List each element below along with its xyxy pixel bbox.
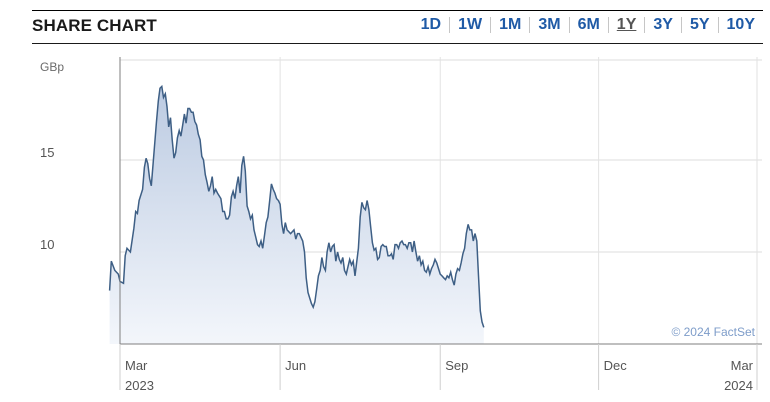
x-axis-ticks: Mar 2023 Jun Sep Dec Mar 2024 <box>119 344 758 393</box>
y-tick-label: 10 <box>40 237 54 252</box>
range-button-1w[interactable]: 1W <box>458 16 483 33</box>
range-button-3y[interactable]: 3Y <box>653 16 673 33</box>
y-unit-label: GBp <box>40 60 64 74</box>
time-range-selector: 1D 1W 1M 3M 6M 1Y 3Y 5Y 10Y <box>413 16 763 34</box>
range-separator <box>607 17 609 33</box>
price-area-fill <box>109 86 484 345</box>
x-tick-year: 2024 <box>724 378 753 393</box>
range-separator <box>644 17 646 33</box>
x-tick-year: 2023 <box>125 378 154 393</box>
chart-header: SHARE CHART 1D 1W 1M 3M 6M 1Y 3Y 5Y 10Y <box>32 14 763 40</box>
range-button-6m[interactable]: 6M <box>577 16 600 33</box>
range-button-1d[interactable]: 1D <box>420 16 442 33</box>
range-separator <box>717 17 719 33</box>
range-separator <box>568 17 570 33</box>
x-tick-month: Dec <box>604 358 628 373</box>
x-tick-month: Mar <box>125 358 148 373</box>
x-tick-month: Mar <box>731 358 754 373</box>
x-tick-month: Sep <box>445 358 468 373</box>
range-button-5y[interactable]: 5Y <box>689 16 710 33</box>
range-separator <box>490 17 492 33</box>
range-button-1m[interactable]: 1M <box>499 16 522 33</box>
range-separator <box>529 17 531 33</box>
price-line <box>108 84 485 328</box>
range-button-1y[interactable]: 1Y <box>616 16 637 33</box>
range-separator <box>449 17 451 33</box>
range-button-3m[interactable]: 3M <box>538 16 561 33</box>
header-divider <box>32 43 763 44</box>
range-separator <box>680 17 682 33</box>
y-tick-label: 15 <box>40 145 54 160</box>
copyright-credit: © 2024 FactSet <box>671 325 755 339</box>
range-button-10y[interactable]: 10Y <box>726 16 755 33</box>
chart-title: SHARE CHART <box>32 16 157 35</box>
x-tick-month: Jun <box>285 358 306 373</box>
axes <box>119 57 762 345</box>
top-divider <box>32 10 763 11</box>
